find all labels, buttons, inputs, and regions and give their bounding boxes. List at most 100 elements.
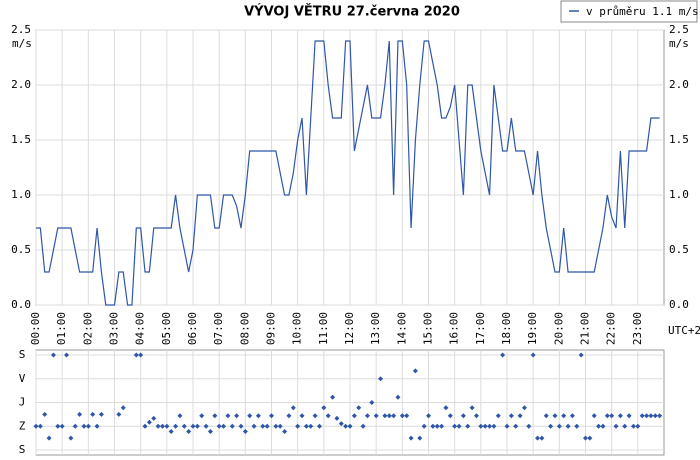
direction-point (330, 394, 336, 400)
direction-point (430, 423, 436, 429)
direction-point (539, 435, 545, 441)
x-tick-label: 18:00 (500, 312, 513, 345)
direction-point (260, 423, 266, 429)
direction-point (186, 429, 192, 435)
direction-point (338, 421, 344, 427)
direction-point (426, 413, 431, 419)
direction-point (46, 435, 52, 441)
direction-point (526, 423, 532, 429)
direction-point (207, 429, 213, 435)
direction-point (343, 423, 349, 429)
x-tick-label: 19:00 (526, 312, 539, 345)
direction-point (622, 423, 628, 429)
direction-point (469, 405, 475, 411)
direction-point (203, 423, 209, 429)
direction-point (443, 405, 449, 411)
direction-point (635, 423, 641, 429)
direction-point (399, 413, 405, 419)
y-tick-label: 2.5 (11, 23, 31, 36)
direction-point (116, 411, 122, 417)
direction-point (295, 423, 301, 429)
direction-point (33, 423, 39, 429)
direction-point (325, 413, 331, 419)
y-tick-label: 1.0 (11, 188, 31, 201)
direction-point (578, 352, 584, 358)
direction-point (613, 423, 619, 429)
direction-point (194, 423, 200, 429)
direction-point (644, 413, 650, 419)
direction-point (168, 429, 174, 435)
direction-point (421, 423, 427, 429)
legend-label: v průměru 1.1 m/s (586, 5, 699, 18)
direction-point (391, 413, 397, 419)
direction-point (94, 423, 100, 429)
direction-point (495, 413, 501, 419)
direction-point (98, 411, 104, 417)
direction-point (190, 423, 196, 429)
y-tick-label: 1.5 (11, 133, 31, 146)
direction-point (561, 413, 567, 419)
y-tick-label-right: 0.5 (669, 243, 689, 256)
direction-point (264, 423, 270, 429)
direction-point (85, 423, 91, 429)
y-tick-label-right: 2.5 (669, 23, 689, 36)
direction-point (225, 413, 231, 419)
direction-point (356, 405, 362, 411)
direction-point (487, 423, 493, 429)
direction-point (648, 413, 654, 419)
direction-point (146, 419, 152, 425)
direction-point (64, 352, 70, 358)
timezone: UTC+2 (668, 324, 700, 337)
direction-point (229, 423, 235, 429)
direction-point (630, 423, 636, 429)
direction-point (574, 423, 580, 429)
direction-point (583, 435, 588, 441)
direction-point (286, 413, 292, 419)
x-tick-label: 11:00 (317, 312, 330, 345)
direction-point (617, 413, 623, 419)
direction-point (181, 423, 187, 429)
direction-point (351, 413, 357, 419)
direction-point (434, 423, 440, 429)
direction-point (77, 411, 83, 417)
direction-point (334, 415, 340, 421)
direction-point (347, 423, 353, 429)
y-tick-label: Z (19, 419, 26, 432)
direction-point (238, 423, 244, 429)
direction-point (142, 423, 148, 429)
direction-point (460, 413, 466, 419)
y-unit-right: m/s (669, 37, 689, 50)
direction-point (290, 405, 296, 411)
direction-point (482, 423, 488, 429)
direction-point (221, 423, 227, 429)
direction-point (543, 413, 549, 419)
x-tick-label: 14:00 (395, 312, 408, 345)
x-tick-label: 00:00 (29, 312, 42, 345)
direction-point (164, 423, 170, 429)
direction-point (535, 435, 541, 441)
x-tick-label: 17:00 (474, 312, 487, 345)
y-tick-label: J (19, 396, 26, 409)
direction-point (609, 413, 615, 419)
direction-point (81, 423, 87, 429)
direction-point (120, 405, 126, 411)
y-tick-label: S (19, 348, 26, 361)
direction-point (408, 435, 414, 441)
direction-point (465, 423, 471, 429)
direction-point (199, 413, 205, 419)
direction-point (177, 413, 183, 419)
direction-point (282, 429, 288, 435)
direction-point (439, 423, 445, 429)
direction-point (504, 423, 510, 429)
direction-point (404, 413, 410, 419)
direction-point (234, 413, 240, 419)
direction-point (251, 423, 257, 429)
direction-point (530, 352, 536, 358)
direction-point (55, 423, 61, 429)
direction-point (521, 405, 527, 411)
y-tick-label: 2.0 (11, 78, 31, 91)
x-tick-label: 20:00 (552, 312, 565, 345)
direction-point (269, 413, 274, 419)
direction-point (565, 423, 571, 429)
